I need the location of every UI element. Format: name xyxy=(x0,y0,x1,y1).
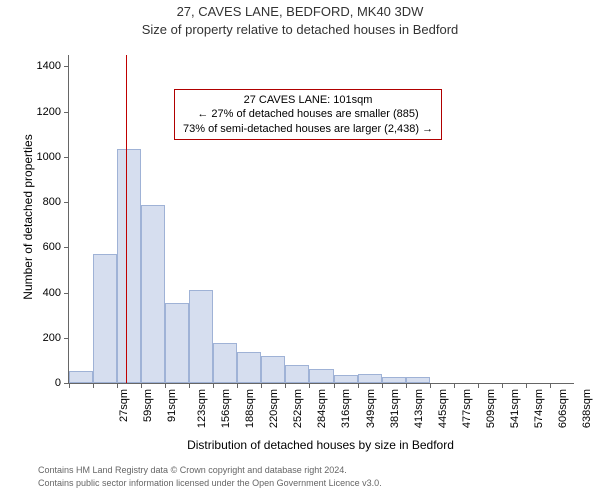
x-tick xyxy=(261,383,262,388)
footer-1: Contains HM Land Registry data © Crown c… xyxy=(38,465,347,475)
x-tick xyxy=(117,383,118,388)
x-axis-label: Distribution of detached houses by size … xyxy=(68,438,573,452)
x-tick xyxy=(454,383,455,388)
y-tick-label: 1200 xyxy=(37,106,61,118)
histogram-bar xyxy=(237,352,261,383)
histogram-bar xyxy=(406,377,430,383)
x-tick xyxy=(93,383,94,388)
x-tick xyxy=(382,383,383,388)
x-tick-label: 188sqm xyxy=(244,389,256,428)
histogram-bar xyxy=(309,369,333,383)
y-tick-label: 1400 xyxy=(37,60,61,72)
histogram-bar xyxy=(285,365,309,383)
x-tick xyxy=(285,383,286,388)
histogram-plot: 0200400600800100012001400 27 CAVES LANE:… xyxy=(68,55,574,384)
x-tick-label: 156sqm xyxy=(220,389,232,428)
info-line-3: 73% of semi-detached houses are larger (… xyxy=(183,122,433,136)
y-tick-label: 800 xyxy=(43,196,61,208)
x-tick-label: 413sqm xyxy=(413,389,425,428)
x-tick xyxy=(478,383,479,388)
histogram-bar xyxy=(213,343,237,383)
x-tick xyxy=(406,383,407,388)
histogram-bar xyxy=(165,303,189,383)
x-tick xyxy=(430,383,431,388)
x-tick-label: 27sqm xyxy=(118,389,130,422)
x-tick-label: 252sqm xyxy=(292,389,304,428)
histogram-bar xyxy=(382,377,406,383)
chart-title-1: 27, CAVES LANE, BEDFORD, MK40 3DW xyxy=(0,4,600,19)
title-text-2: Size of property relative to detached ho… xyxy=(142,22,459,37)
property-marker-line xyxy=(126,55,127,383)
x-tick xyxy=(526,383,527,388)
info-line-2: ← 27% of detached houses are smaller (88… xyxy=(183,107,433,121)
histogram-bar xyxy=(69,371,93,383)
histogram-bar xyxy=(93,254,117,383)
x-tick-label: 509sqm xyxy=(485,389,497,428)
x-tick-label: 638sqm xyxy=(581,389,593,428)
x-tick-label: 123sqm xyxy=(196,389,208,428)
x-tick-label: 606sqm xyxy=(557,389,569,428)
y-tick-label: 600 xyxy=(43,241,61,253)
x-tick xyxy=(309,383,310,388)
x-tick-label: 91sqm xyxy=(166,389,178,422)
histogram-bar xyxy=(358,374,382,383)
x-tick-label: 284sqm xyxy=(317,389,329,428)
x-tick-label: 316sqm xyxy=(341,389,353,428)
x-tick xyxy=(502,383,503,388)
x-tick-label: 59sqm xyxy=(142,389,154,422)
y-tick-label: 400 xyxy=(43,287,61,299)
title-text-1: 27, CAVES LANE, BEDFORD, MK40 3DW xyxy=(177,4,424,19)
x-tick xyxy=(141,383,142,388)
histogram-bar xyxy=(261,356,285,383)
x-tick-label: 445sqm xyxy=(437,389,449,428)
x-tick-label: 477sqm xyxy=(461,389,473,428)
x-tick xyxy=(165,383,166,388)
x-tick-label: 574sqm xyxy=(533,389,545,428)
x-tick xyxy=(550,383,551,388)
histogram-bar xyxy=(189,290,213,383)
y-tick-label: 0 xyxy=(55,377,61,389)
x-tick xyxy=(189,383,190,388)
x-tick xyxy=(213,383,214,388)
x-tick-label: 220sqm xyxy=(268,389,280,428)
y-axis-label: Number of detached properties xyxy=(21,117,35,317)
histogram-bar xyxy=(334,375,358,383)
footer-2: Contains public sector information licen… xyxy=(38,478,382,488)
x-tick xyxy=(358,383,359,388)
chart-title-2: Size of property relative to detached ho… xyxy=(0,22,600,37)
x-tick-label: 349sqm xyxy=(365,389,377,428)
x-tick-label: 381sqm xyxy=(389,389,401,428)
histogram-bar xyxy=(141,205,165,383)
info-box: 27 CAVES LANE: 101sqm ← 27% of detached … xyxy=(174,89,442,140)
histogram-bar xyxy=(117,149,141,383)
x-tick-label: 541sqm xyxy=(509,389,521,428)
y-tick-label: 1000 xyxy=(37,151,61,163)
info-line-1: 27 CAVES LANE: 101sqm xyxy=(183,93,433,107)
x-tick xyxy=(237,383,238,388)
x-tick xyxy=(69,383,70,388)
x-tick xyxy=(334,383,335,388)
y-tick-label: 200 xyxy=(43,332,61,344)
